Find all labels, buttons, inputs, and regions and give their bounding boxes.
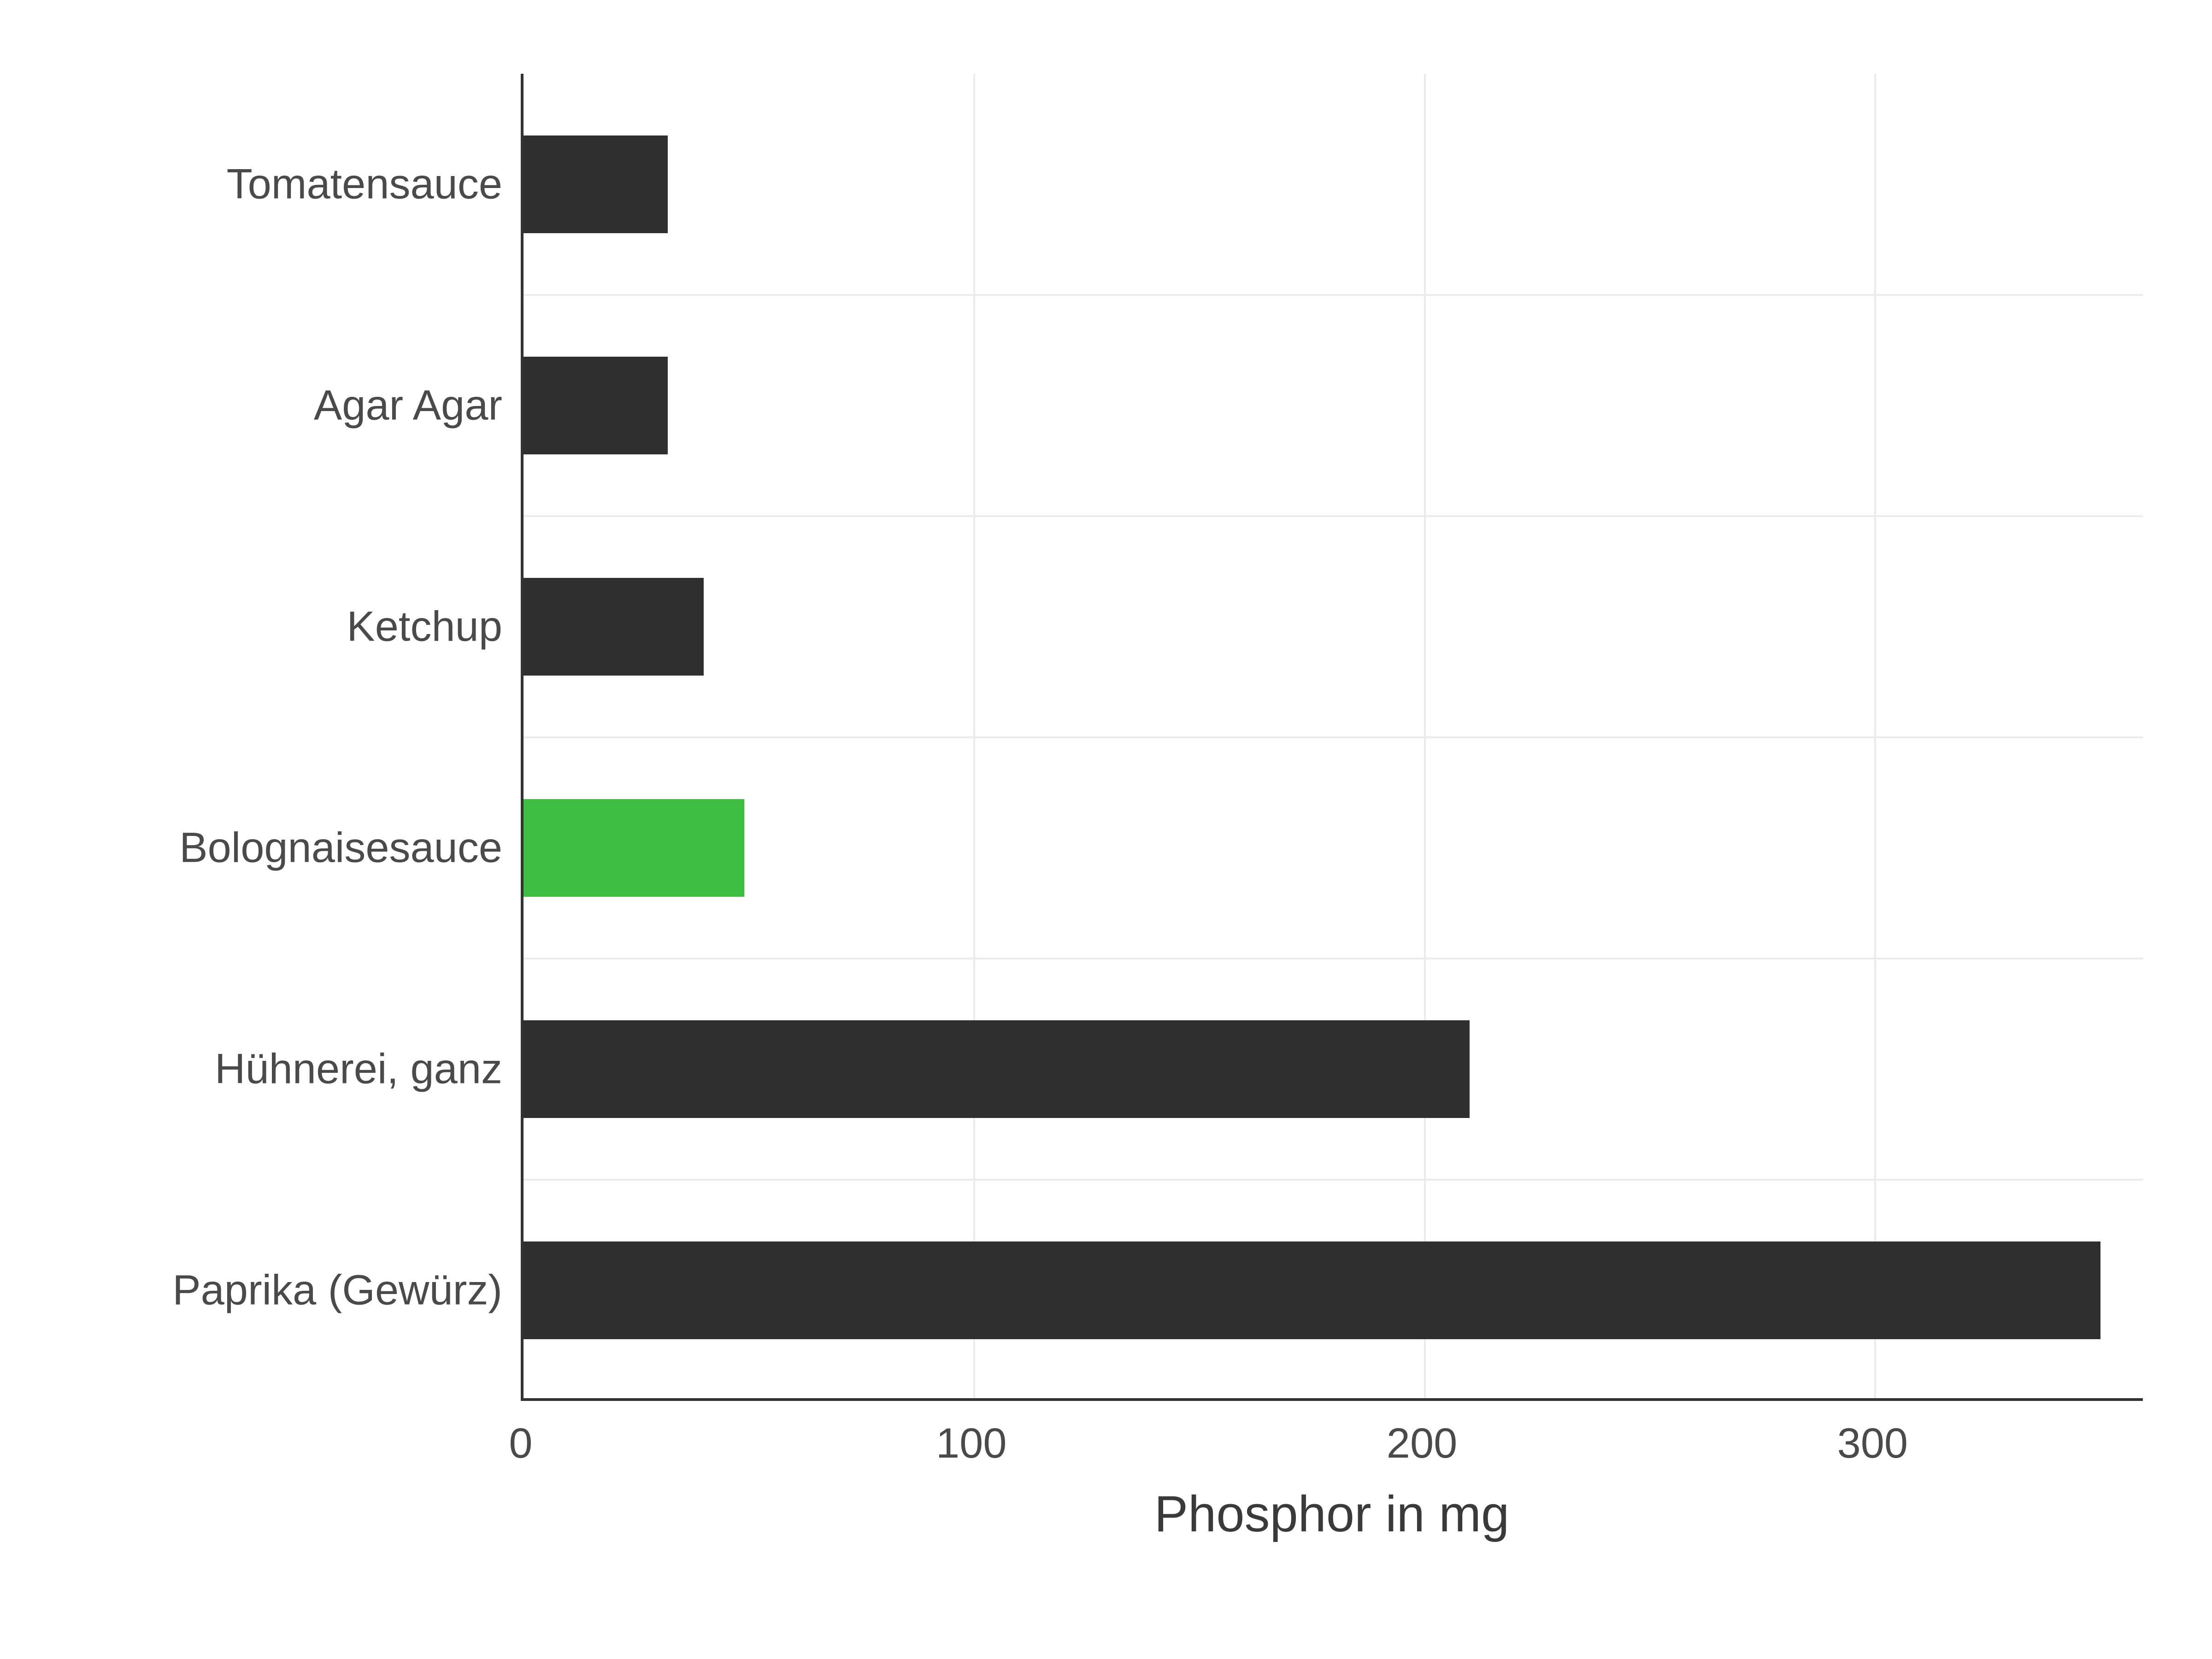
plot-area	[521, 74, 2143, 1401]
y-label: Ketchup	[347, 603, 502, 651]
y-label: Hühnerei, ganz	[215, 1045, 502, 1094]
gridline-vertical	[1424, 74, 1426, 1398]
gridline-horizontal	[524, 515, 2143, 517]
bar	[524, 578, 704, 675]
x-tick-label: 100	[936, 1419, 1007, 1468]
gridline-vertical	[973, 74, 975, 1398]
x-axis-title-text: Phosphor in mg	[1154, 1486, 1509, 1542]
y-label-text: Paprika (Gewürz)	[172, 1267, 502, 1314]
x-tick-label: 200	[1387, 1419, 1458, 1468]
x-tick-label: 0	[509, 1419, 532, 1468]
y-label-text: Ketchup	[347, 603, 502, 650]
y-label: Agar Agar	[314, 382, 502, 430]
x-tick-label: 300	[1837, 1419, 1908, 1468]
gridline-horizontal	[524, 958, 2143, 959]
y-label-text: Hühnerei, ganz	[215, 1046, 502, 1093]
gridline-vertical	[1874, 74, 1876, 1398]
x-axis-title: Phosphor in mg	[521, 1485, 2143, 1543]
y-label-text: Agar Agar	[314, 382, 502, 429]
y-label-text: Tomatensauce	[227, 161, 502, 208]
y-label: Bolognaisesauce	[179, 824, 502, 872]
bar	[524, 135, 668, 233]
bar	[524, 799, 744, 896]
bar	[524, 357, 668, 454]
bar	[524, 1241, 2100, 1339]
gridline-horizontal	[524, 736, 2143, 738]
y-label: Tomatensauce	[227, 160, 502, 209]
bar	[524, 1020, 1470, 1118]
y-label-text: Bolognaisesauce	[179, 824, 502, 871]
gridline-horizontal	[524, 294, 2143, 296]
gridline-horizontal	[524, 1179, 2143, 1181]
phosphor-bar-chart: Tomatensauce Agar Agar Ketchup Bolognais…	[0, 0, 2212, 1659]
y-label: Paprika (Gewürz)	[172, 1266, 502, 1315]
